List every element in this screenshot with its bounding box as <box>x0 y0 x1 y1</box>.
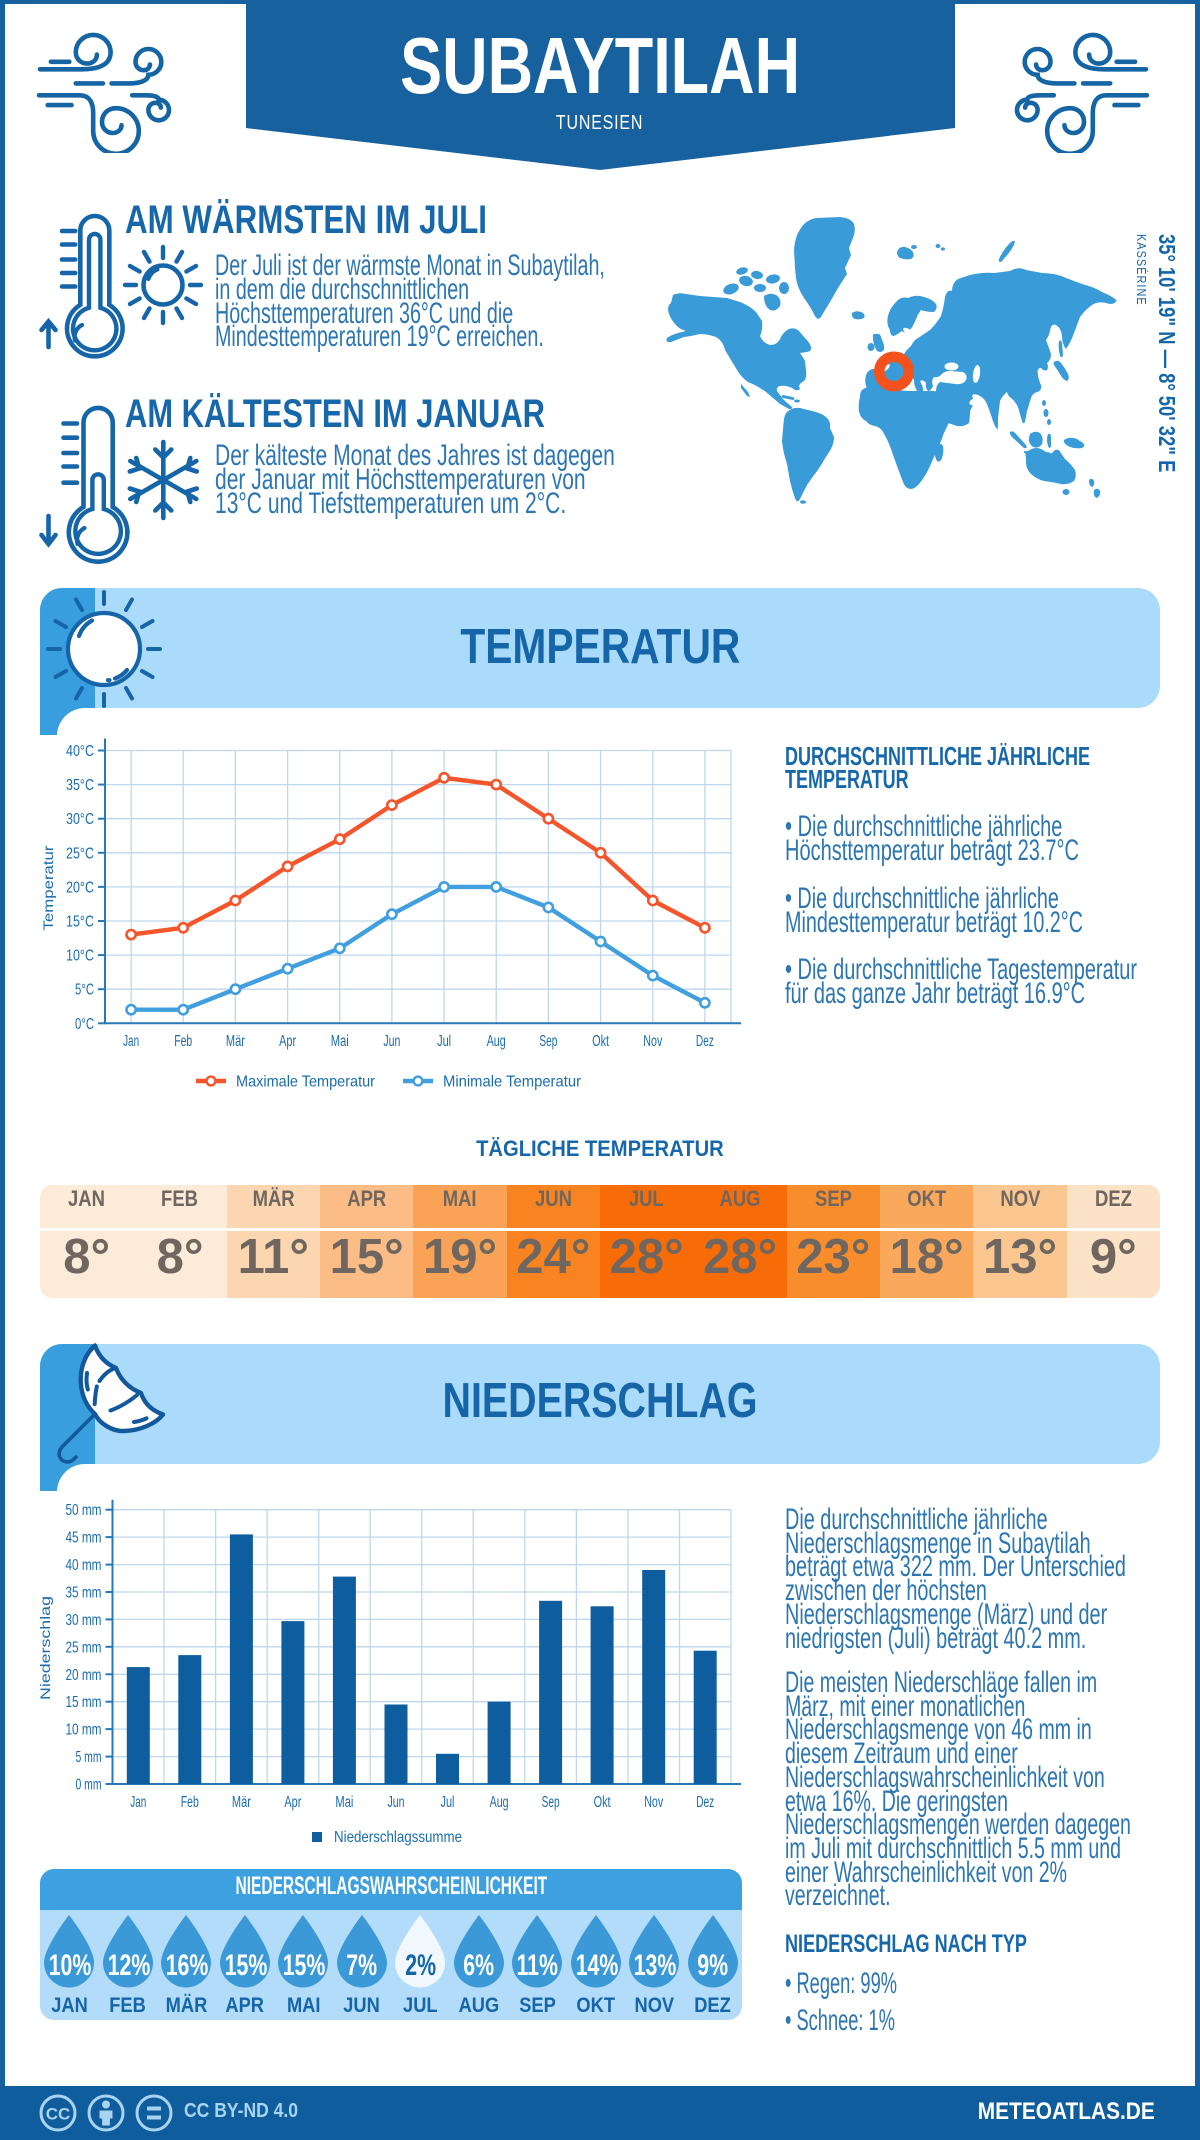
svg-text:Sep: Sep <box>539 1033 557 1050</box>
svg-text:Apr: Apr <box>279 1033 296 1050</box>
svg-text:15°C: 15°C <box>66 914 94 931</box>
svg-text:0 mm: 0 mm <box>76 1777 102 1794</box>
svg-text:Feb: Feb <box>181 1794 199 1811</box>
svg-text:0°C: 0°C <box>75 1016 94 1033</box>
svg-text:Dez: Dez <box>696 1033 714 1050</box>
svg-text:Aug: Aug <box>490 1794 509 1811</box>
svg-text:20 mm: 20 mm <box>66 1667 102 1684</box>
svg-text:10°C: 10°C <box>66 948 94 965</box>
svg-text:Jan: Jan <box>123 1033 139 1050</box>
svg-text:30 mm: 30 mm <box>66 1612 102 1629</box>
svg-text:Jul: Jul <box>441 1794 455 1811</box>
svg-text:Sep: Sep <box>542 1794 560 1811</box>
svg-text:45 mm: 45 mm <box>66 1530 102 1547</box>
svg-text:40°C: 40°C <box>66 743 94 760</box>
svg-text:5°C: 5°C <box>75 982 94 999</box>
svg-text:Niederschlagssumme: Niederschlagssumme <box>334 1829 462 1846</box>
svg-text:25 mm: 25 mm <box>66 1639 102 1656</box>
svg-text:25°C: 25°C <box>66 845 94 862</box>
svg-text:Mär: Mär <box>232 1794 251 1811</box>
svg-text:Temperatur: Temperatur <box>40 845 56 930</box>
svg-text:Mär: Mär <box>226 1033 245 1050</box>
svg-text:Dez: Dez <box>696 1794 714 1811</box>
svg-text:35 mm: 35 mm <box>66 1585 102 1602</box>
svg-text:CC: CC <box>46 2105 71 2124</box>
svg-text:Niederschlag: Niederschlag <box>40 1596 53 1700</box>
svg-text:30°C: 30°C <box>66 811 94 828</box>
svg-text:10 mm: 10 mm <box>66 1722 102 1739</box>
svg-text:Maximale Temperatur: Maximale Temperatur <box>236 1074 376 1091</box>
svg-text:Nov: Nov <box>644 1794 663 1811</box>
svg-text:Apr: Apr <box>284 1794 301 1811</box>
svg-text:Jun: Jun <box>388 1794 405 1811</box>
svg-text:Okt: Okt <box>594 1794 611 1811</box>
svg-text:Jan: Jan <box>130 1794 146 1811</box>
svg-text:Jul: Jul <box>437 1033 451 1050</box>
svg-text:20°C: 20°C <box>66 879 94 896</box>
svg-text:Jun: Jun <box>383 1033 400 1050</box>
svg-text:Nov: Nov <box>643 1033 662 1050</box>
svg-text:5 mm: 5 mm <box>76 1749 102 1766</box>
svg-text:Mai: Mai <box>331 1033 349 1050</box>
svg-text:15 mm: 15 mm <box>66 1694 102 1711</box>
svg-text:Okt: Okt <box>592 1033 609 1050</box>
svg-text:50 mm: 50 mm <box>66 1502 102 1519</box>
svg-text:Aug: Aug <box>487 1033 506 1050</box>
svg-text:Mai: Mai <box>335 1794 353 1811</box>
svg-text:35°C: 35°C <box>66 777 94 794</box>
svg-text:Feb: Feb <box>174 1033 192 1050</box>
svg-text:40 mm: 40 mm <box>66 1557 102 1574</box>
svg-text:Minimale Temperatur: Minimale Temperatur <box>443 1074 582 1091</box>
